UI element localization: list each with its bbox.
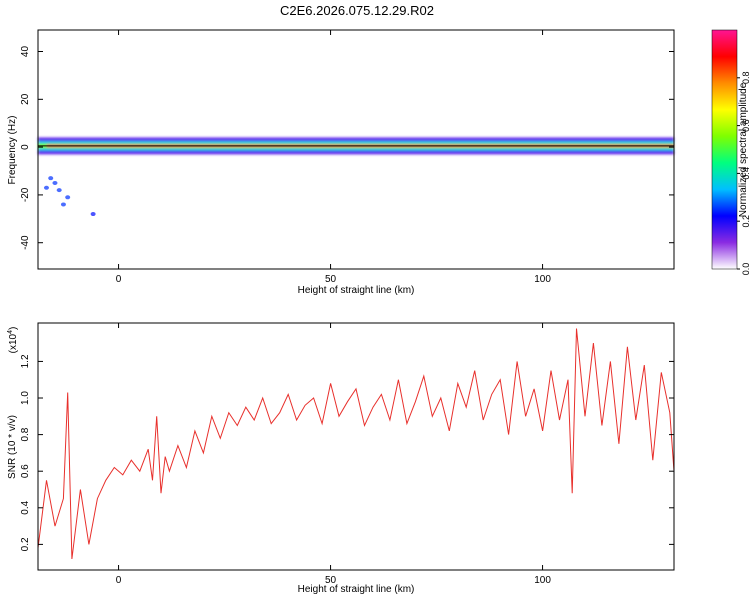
colorbar-label: Normalized spectral amplitude (738, 82, 749, 217)
chart-title: C2E6.2026.075.12.29.R02 (280, 3, 434, 18)
spectrogram-frame (37, 29, 675, 270)
spectrogram-y-tick-label: 20 (20, 93, 31, 105)
colorbar-tick-label: 0.6 (741, 119, 750, 132)
spectrogram-y-tick-label: -40 (20, 235, 31, 250)
snr-y-tick-label: 0.6 (20, 464, 31, 478)
spectrogram-y-label: Frequency (Hz) (7, 116, 18, 185)
spectrogram-scatter (43, 176, 96, 217)
spectrogram-y-tick-label: 0 (20, 144, 31, 150)
spectrogram-y-tick-label: -20 (20, 187, 31, 202)
snr-series-line (37, 328, 675, 560)
spectrogram-x-ticks: 0 50 100 (116, 30, 551, 285)
spectrogram-x-tick-label: 0 (116, 274, 122, 285)
colorbar-ticks: 0.0 0.2 0.4 0.6 0.8 (737, 72, 750, 276)
spectrogram-panel: 0 50 100 -40 -20 0 20 40 Height of straight li… (7, 29, 675, 296)
snr-x-tick-label: 0 (116, 575, 122, 586)
spectrogram-point (90, 212, 96, 217)
spectrogram-x-label: Height of straight line (km) (298, 285, 415, 296)
snr-scale-label: (x104) (7, 327, 19, 354)
colorbar-gradient (711, 29, 738, 270)
colorbar-tick-label: 0.2 (741, 215, 750, 228)
spectrogram-point (43, 185, 49, 190)
snr-scale-exponent: 4 (7, 330, 14, 334)
colorbar-tick-label: 0.0 (741, 263, 750, 276)
colorbar: 0.0 0.2 0.4 0.6 0.8 Normalized spectral ampl… (711, 29, 750, 276)
snr-panel: 0 50 100 0.2 0.4 0.6 0.8 1.0 1.2 Height of stra… (7, 322, 675, 595)
snr-y-tick-label: 1.2 (20, 354, 31, 368)
snr-y-tick-label: 0.2 (20, 537, 31, 551)
colorbar-tick-label: 0.8 (741, 72, 750, 85)
spectrogram-point (52, 180, 58, 185)
snr-scale-close: ) (8, 327, 19, 330)
snr-x-label: Height of straight line (km) (298, 584, 415, 595)
spectrogram-y-ticks: -40 -20 0 20 40 (20, 46, 674, 250)
spectrogram-point (48, 176, 54, 181)
snr-plot-area (38, 323, 674, 570)
snr-y-label: SNR (10 * v/v) (7, 415, 18, 479)
snr-y-tick-label: 0.4 (20, 500, 31, 514)
snr-x-ticks: 0 50 100 (116, 323, 551, 586)
snr-y-tick-label: 1.0 (20, 391, 31, 405)
spectrogram-y-tick-label: 40 (20, 46, 31, 58)
spectrogram-point (60, 202, 66, 207)
spectrogram-x-tick-label: 100 (534, 274, 551, 285)
spectrogram-x-tick-label: 50 (325, 274, 337, 285)
snr-scale-base: (x10 (8, 333, 19, 353)
snr-x-tick-label: 50 (325, 575, 337, 586)
snr-y-ticks: 0.2 0.4 0.6 0.8 1.0 1.2 (20, 354, 674, 551)
colorbar-tick-label: 0.4 (741, 167, 750, 180)
spectrogram-point (65, 195, 71, 200)
snr-frame (37, 322, 675, 571)
snr-y-tick-label: 0.8 (20, 427, 31, 441)
spectrogram-point (56, 188, 62, 193)
snr-scale-text: (x104) (7, 327, 19, 354)
snr-x-tick-label: 100 (534, 575, 551, 586)
